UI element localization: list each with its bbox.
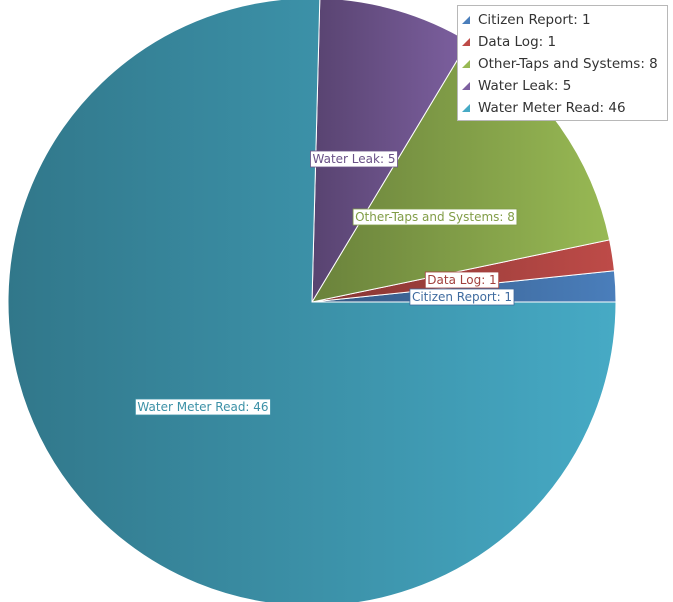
slice-label-water-leak: Water Leak: 5 bbox=[310, 150, 398, 168]
legend-item-other-taps-and-systems[interactable]: Other-Taps and Systems: 8 bbox=[462, 53, 663, 75]
slice-label-water-meter-read: Water Meter Read: 46 bbox=[134, 398, 271, 416]
legend-label: Water Leak: 5 bbox=[478, 78, 572, 94]
slice-label-text: Data Log: 1 bbox=[427, 273, 496, 287]
legend-item-water-leak[interactable]: Water Leak: 5 bbox=[462, 75, 663, 97]
legend-item-water-meter-read[interactable]: Water Meter Read: 46 bbox=[462, 97, 663, 119]
slice-label-other-taps-and-systems: Other-Taps and Systems: 8 bbox=[352, 208, 518, 226]
chart-legend: Citizen Report: 1 Data Log: 1 Other-Taps… bbox=[457, 5, 668, 121]
legend-marker-icon bbox=[462, 16, 470, 24]
pie-slice-water-meter-read[interactable] bbox=[7, 0, 617, 602]
slice-label-data-log: Data Log: 1 bbox=[424, 271, 500, 289]
slice-labels: Citizen Report: 1 Data Log: 1 Other-Taps a… bbox=[134, 150, 518, 416]
slice-label-text: Citizen Report: 1 bbox=[412, 290, 512, 304]
legend-label: Citizen Report: 1 bbox=[478, 12, 591, 28]
legend-marker-icon bbox=[462, 82, 470, 90]
slice-label-text: Water Meter Read: 46 bbox=[137, 400, 268, 414]
legend-marker-icon bbox=[462, 104, 470, 112]
slice-label-text: Water Leak: 5 bbox=[313, 152, 396, 166]
legend-marker-icon bbox=[462, 60, 470, 68]
legend-label: Other-Taps and Systems: 8 bbox=[478, 56, 658, 72]
legend-item-citizen-report[interactable]: Citizen Report: 1 bbox=[462, 9, 663, 31]
legend-marker-icon bbox=[462, 38, 470, 46]
slice-label-text: Other-Taps and Systems: 8 bbox=[355, 210, 515, 224]
legend-label: Water Meter Read: 46 bbox=[478, 100, 626, 116]
legend-label: Data Log: 1 bbox=[478, 34, 557, 50]
legend-item-data-log[interactable]: Data Log: 1 bbox=[462, 31, 663, 53]
slice-label-citizen-report: Citizen Report: 1 bbox=[409, 288, 515, 306]
